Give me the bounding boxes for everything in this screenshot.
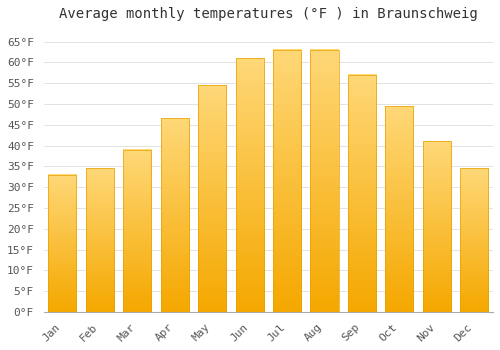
- Bar: [48, 175, 76, 312]
- Bar: [86, 168, 114, 312]
- Bar: [198, 85, 226, 312]
- Bar: [386, 106, 413, 312]
- Bar: [160, 119, 189, 312]
- Bar: [273, 50, 301, 312]
- Bar: [460, 168, 488, 312]
- Bar: [310, 50, 338, 312]
- Bar: [348, 75, 376, 312]
- Bar: [236, 58, 264, 312]
- Bar: [123, 150, 152, 312]
- Title: Average monthly temperatures (°F ) in Braunschweig: Average monthly temperatures (°F ) in Br…: [59, 7, 478, 21]
- Bar: [423, 141, 451, 312]
